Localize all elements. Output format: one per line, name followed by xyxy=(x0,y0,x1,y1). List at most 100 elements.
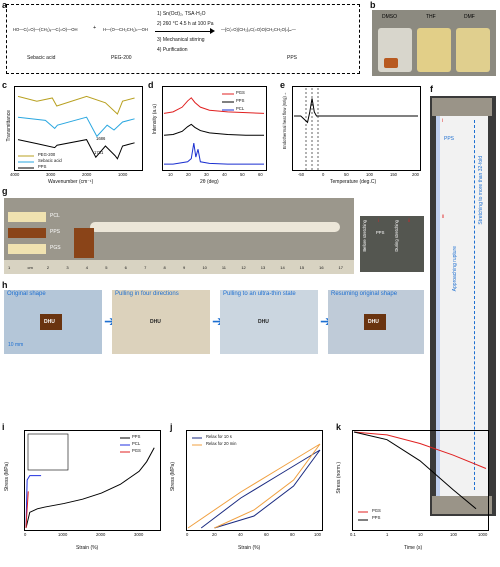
ruler-label: 15 xyxy=(299,265,305,270)
product-structure: —[C(=O)(CH₂)₈C(=O)O(CH₂CH₂O)ₙ]ₘ— xyxy=(221,27,296,32)
reaction-step-3: 3) Mechanical stirring xyxy=(157,37,205,43)
shape-recovery-sequence: Original shape DHU 10 mm ➔ Pulling in fo… xyxy=(4,290,424,354)
panel-c-ylabel: Transmittance xyxy=(6,110,12,142)
panel-c-xlabel: Wavenumber (cm⁻¹) xyxy=(48,179,94,185)
stretch-strip xyxy=(436,114,488,500)
ruler-label: cm xyxy=(27,265,33,270)
ftir-xtick-4000: 4000 xyxy=(10,172,20,177)
cyclic-xtick-60: 60 xyxy=(264,532,269,537)
panel-e-ylabel: Endothermal heat flow (W/g)→ xyxy=(282,92,287,150)
relax-xtick-1: 1 xyxy=(386,532,389,537)
tensile-xtick-2000: 2000 xyxy=(96,532,106,537)
dsc-xtick-150: 150 xyxy=(390,172,397,177)
stage-arrow-1: ➔ xyxy=(104,313,116,329)
vial-dmso xyxy=(378,28,412,72)
panel-b-label: b xyxy=(370,0,376,10)
product-name: PPS xyxy=(287,55,298,61)
tensile-xtick-1000: 1000 xyxy=(58,532,68,537)
tensile-xtick-3000: 3000 xyxy=(134,532,144,537)
dsc-xtick-0: 0 xyxy=(322,172,325,177)
stage-original: Original shape DHU 10 mm xyxy=(4,290,102,354)
ruler-label: 11 xyxy=(221,265,227,270)
stretch-photo: i ii PPS Approaching rupture Stretching … xyxy=(430,96,496,516)
xrd-xtick-10: 10 xyxy=(168,172,173,177)
ruler-label: 8 xyxy=(163,265,166,270)
xrd-xtick-60: 60 xyxy=(258,172,263,177)
ruler-label: 4 xyxy=(85,265,88,270)
ftir-chart xyxy=(14,86,143,171)
solvent-thf: THF xyxy=(426,14,436,20)
cyclic-xtick-0: 0 xyxy=(186,532,189,537)
ftir-annotation-1686: 1686 xyxy=(96,136,106,141)
dhu-text-2: DHU xyxy=(150,319,161,325)
sample-pcl-label: PCL xyxy=(50,213,60,219)
ruler-label: 10 xyxy=(202,265,207,270)
series-line-peg-200 xyxy=(17,95,135,115)
stretching-fold-text: Stretching to more than 32-fold xyxy=(478,156,484,225)
dsc-xtick--50: -50 xyxy=(298,172,305,177)
xrd-xtick-30: 30 xyxy=(204,172,209,177)
panel-f-label: f xyxy=(430,84,433,94)
reaction-arrow xyxy=(155,31,213,32)
series-line-pgs xyxy=(353,431,487,469)
cyclic-legend-10s: Relax for 10 s xyxy=(206,434,232,439)
ruler-label: 12 xyxy=(241,265,246,270)
dhu-text-3: DHU xyxy=(258,319,269,325)
ruler-label: 14 xyxy=(280,265,285,270)
series-line-pps xyxy=(163,123,264,136)
stage-pulling: Pulling in four directions DHU xyxy=(112,290,210,354)
solvent-vials-photo: DMSO THF DMF xyxy=(372,10,496,76)
xrd-chart xyxy=(162,86,267,171)
vial-dmf xyxy=(456,28,490,72)
ruler-label: 17 xyxy=(338,265,343,270)
tensile-chart xyxy=(24,430,161,531)
panel-g-label: g xyxy=(2,186,8,196)
sample-pgs xyxy=(8,244,46,254)
reaction-step-2: 2) 260 °C 4.5 h at 100 Pa xyxy=(157,21,214,27)
dsc-xtick-50: 50 xyxy=(344,172,349,177)
ruler-label: 16 xyxy=(319,265,324,270)
ruler-label: 13 xyxy=(260,265,266,270)
panel-j-xlabel: Strain (%) xyxy=(238,545,261,551)
panel-d-xlabel: 2θ (deg) xyxy=(200,179,219,185)
clamp-bottom xyxy=(432,496,492,514)
clamped-sample xyxy=(74,228,94,258)
scale-bar-label: 10 mm xyxy=(8,342,24,348)
relax-xtick-100: 100 xyxy=(450,532,457,537)
series-line-pcl xyxy=(25,475,42,529)
stretched-sample xyxy=(90,222,340,232)
panel-e-label: e xyxy=(280,80,286,90)
panel-k-xlabel: Time (s) xyxy=(404,545,423,551)
legend-peg200: PEG-200 xyxy=(38,152,56,157)
panel-c-label: c xyxy=(2,80,8,90)
series-line-pcl xyxy=(164,142,264,165)
reaction-arrowhead xyxy=(210,28,215,34)
tensile-legend-pps: PPS xyxy=(132,434,141,439)
elongation-photo: PCL PPS PGS 1 cm 2 3 4 5 6 7 8 9 10 11 12 13 14 15 16 17 xyxy=(4,198,354,274)
xrd-xtick-20: 20 xyxy=(186,172,191,177)
sample-pgs-label: PGS xyxy=(50,245,61,251)
solvent-dmf: DMF xyxy=(464,14,475,20)
stage-original-label: Original shape xyxy=(7,291,46,297)
series-line-pps xyxy=(17,139,135,160)
cyclic-xtick-100: 100 xyxy=(314,532,321,537)
xrd-xtick-50: 50 xyxy=(240,172,245,177)
dsc-chart xyxy=(292,86,421,171)
approaching-rupture-text: Approaching rupture xyxy=(452,246,458,292)
ruler-label: 1 xyxy=(8,265,11,270)
stretch-tag-i: i xyxy=(442,118,444,124)
vial-thf xyxy=(417,28,451,72)
panel-k-label: k xyxy=(336,422,342,432)
stage-resumed: Resuming original shape DHU xyxy=(328,290,424,354)
series-line-pps xyxy=(353,431,477,510)
dhu-text-4: DHU xyxy=(368,319,379,325)
panel-i-label: i xyxy=(2,422,5,432)
panel-a-label: a xyxy=(2,0,8,10)
stretch-inset-photo: i ii PPS Before stretching During stretc… xyxy=(360,216,424,272)
panel-e-xlabel: Temperature (deg.C) xyxy=(330,179,377,185)
stretch-material: PPS xyxy=(444,136,455,142)
inset-tag-i: i xyxy=(378,218,379,223)
stage-resumed-label: Resuming original shape xyxy=(331,291,398,297)
panel-i-ylabel: Stress (MPa) xyxy=(4,462,10,492)
panel-h-label: h xyxy=(2,280,8,290)
